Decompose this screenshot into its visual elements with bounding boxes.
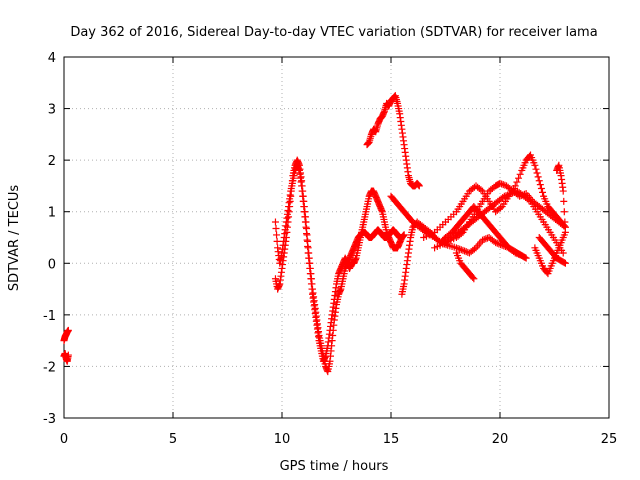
data-point [456,245,464,253]
y-tick-label: 1 [48,206,56,221]
data-point [470,245,478,253]
y-tick-label: -1 [43,309,56,324]
data-point [504,191,512,199]
data-point [498,241,506,249]
data-point [561,218,569,226]
data-point [304,243,312,251]
data-point [273,237,281,245]
data-point [64,351,72,359]
data-point [459,246,467,254]
plot-frame [63,56,610,419]
y-tick-label: -2 [43,360,56,375]
data-point [469,273,477,281]
data-point [516,170,524,178]
data-point [502,192,510,200]
x-tick-label: 25 [601,432,618,447]
data-point [457,246,465,254]
data-point [513,178,521,186]
data-point [302,223,310,231]
data-point [560,222,568,230]
data-point [512,188,520,196]
data-point [464,248,472,256]
data-point [515,174,523,182]
y-tick-label: -3 [43,412,56,427]
data-point [521,253,529,261]
x-tick-label: 10 [274,432,291,447]
data-point [480,235,488,243]
y-tick-label: 2 [48,154,56,169]
data-point [513,250,521,258]
data-point [561,259,569,267]
data-point [537,185,545,193]
data-point [497,241,505,249]
data-point [536,181,544,189]
data-point [495,240,503,248]
data-point [522,254,530,262]
data-point [501,243,509,251]
data-point [560,259,568,267]
data-point [534,173,542,181]
axis-ticks: 0 5 10 15 20 25 -3 -2 -1 0 1 2 3 4 [43,51,617,447]
data-point [272,224,280,232]
y-tick-label: 0 [48,257,56,272]
data-point [492,239,500,247]
data-marks [60,92,569,376]
data-point [499,181,507,189]
data-point [533,169,541,177]
data-point [560,197,568,205]
data-point [454,244,462,252]
x-tick-label: 5 [169,432,177,447]
data-point [470,275,478,283]
data-point [64,326,72,334]
y-tick-label: 4 [48,51,56,66]
data-point [493,239,501,247]
data-point [303,230,311,238]
data-point [303,236,311,244]
x-tick-label: 15 [383,432,400,447]
data-point [483,234,491,242]
data-point [559,249,567,257]
data-point [415,182,423,190]
data-point [498,180,506,188]
data-point [539,188,547,196]
data-point [560,208,568,216]
x-tick-label: 20 [492,432,509,447]
data-point [420,227,428,235]
data-point [531,161,539,169]
data-point [496,179,504,187]
y-axis-label: SDTVAR / TECUs [7,185,22,292]
data-point [535,177,543,185]
data-point [507,190,515,198]
data-point [500,192,508,200]
data-point [271,218,279,226]
data-point [505,190,513,198]
x-tick-label: 0 [60,432,68,447]
chart-title: Day 362 of 2016, Sidereal Day-to-day VTE… [70,25,597,40]
data-point [273,231,281,239]
data-point [500,242,508,250]
data-point [477,186,485,194]
data-point [525,196,533,204]
x-axis-label: GPS time / hours [280,459,389,474]
data-point [497,204,505,212]
y-tick-label: 3 [48,103,56,118]
data-point [515,250,523,258]
data-point [400,231,408,239]
data-point [479,236,487,244]
data-point [532,165,540,173]
data-point [561,228,569,236]
data-point [461,247,469,255]
data-point [553,166,561,174]
data-point [511,249,519,257]
data-point [509,189,517,197]
